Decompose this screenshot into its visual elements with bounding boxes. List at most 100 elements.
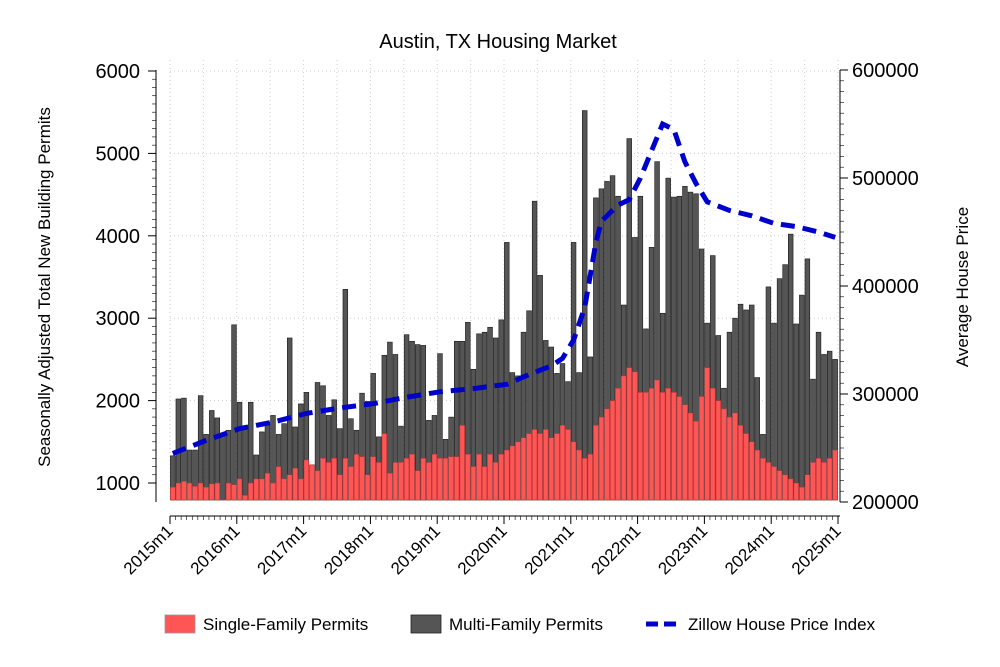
x-tick-label: 2021m1: [521, 521, 578, 578]
legend-label-single: Single-Family Permits: [203, 615, 368, 634]
y-tick-label: 2000: [96, 391, 141, 413]
single-family-bar: [788, 478, 794, 501]
x-ticks: 2015m1 2016m1 2017m1 2018m1 2019m1 2020m1 2021…: [120, 516, 845, 578]
single-family-bar: [671, 392, 677, 501]
single-family-bar: [587, 453, 593, 501]
x-tick-label: 2020m1: [454, 521, 511, 578]
y-tick-label: 5000: [96, 143, 141, 165]
single-family-bar: [570, 441, 577, 501]
y-ticks: 1000 2000 3000 4000 5000 6000: [96, 61, 156, 495]
y-tick-label: 3000: [96, 308, 141, 330]
single-family-bars: [170, 367, 838, 501]
single-family-bar: [554, 433, 560, 501]
single-family-bar: [548, 437, 554, 501]
single-family-bar: [799, 486, 805, 501]
single-family-bar: [682, 404, 688, 501]
multi-family-bar: [804, 258, 811, 501]
x-tick-label: 2017m1: [254, 521, 311, 578]
single-family-bar: [376, 462, 382, 501]
single-family-bar: [615, 387, 621, 501]
y-tick-label: 4000: [96, 226, 141, 248]
single-family-bar: [737, 425, 744, 501]
single-family-bar: [732, 412, 738, 501]
single-family-bar: [665, 387, 671, 501]
multi-family-bar: [242, 428, 248, 501]
single-family-bar: [743, 433, 749, 501]
single-family-bar: [442, 458, 449, 501]
legend: Single-Family Permits Multi-Family Permi…: [164, 614, 876, 634]
single-family-bar: [609, 400, 616, 501]
single-family-bar: [270, 482, 276, 501]
single-family-bar: [754, 449, 760, 501]
single-family-bar: [481, 466, 488, 501]
single-family-bar: [253, 478, 259, 501]
single-family-bar: [643, 392, 649, 501]
single-family-bar: [565, 429, 571, 501]
multi-family-bar: [799, 294, 805, 501]
multi-family-bar: [231, 324, 237, 501]
single-family-bar: [515, 441, 521, 501]
single-family-bar: [582, 458, 588, 501]
y-axis-label: Seasonally Adjusted Total New Building P…: [35, 107, 54, 467]
single-family-bar: [387, 472, 393, 501]
single-family-bar: [771, 466, 777, 501]
single-family-bar: [309, 464, 315, 501]
chart-title: Austin, TX Housing Market: [379, 31, 617, 53]
x-tick-label: 2022m1: [588, 521, 645, 578]
single-family-bar: [225, 482, 232, 501]
y2-tick-label: 300000: [852, 384, 919, 406]
single-family-bar: [454, 456, 460, 501]
single-family-bar: [326, 462, 332, 501]
single-family-bar: [431, 453, 438, 501]
y2-ticks: 200000 300000 400000 500000 600000: [840, 60, 919, 514]
single-family-bar: [710, 387, 716, 501]
single-family-bar: [704, 367, 710, 501]
single-family-bar: [248, 482, 254, 501]
single-family-bar: [821, 462, 827, 501]
single-family-bar: [632, 371, 638, 501]
single-family-bar: [687, 412, 694, 501]
single-family-bar: [832, 449, 838, 501]
single-family-bar: [760, 458, 766, 501]
single-family-bar: [209, 483, 215, 501]
y-tick-label: 1000: [96, 473, 141, 495]
y2-tick-label: 600000: [852, 60, 919, 82]
single-family-bar: [810, 462, 816, 501]
single-family-bar: [264, 472, 271, 501]
multi-family-bar: [220, 433, 226, 501]
single-family-bar: [353, 453, 360, 501]
single-family-bar: [259, 478, 265, 501]
multi-family-bar: [787, 233, 794, 501]
single-family-bar: [364, 474, 371, 501]
y2-axis-label: Average House Price: [953, 207, 972, 367]
single-family-bar: [342, 458, 348, 501]
single-family-bar: [275, 466, 282, 501]
x-tick-label: 2018m1: [320, 521, 377, 578]
multi-family-bar: [793, 323, 799, 501]
single-family-bar: [448, 456, 454, 501]
single-family-bar: [292, 467, 298, 501]
y2-tick-label: 500000: [852, 168, 919, 190]
single-family-bar: [509, 445, 515, 501]
single-family-bar: [493, 462, 499, 501]
single-family-bar: [654, 379, 660, 501]
y2-tick-label: 400000: [852, 276, 919, 298]
single-family-bar: [721, 408, 727, 501]
single-family-bar: [331, 458, 337, 501]
single-family-bar: [793, 482, 799, 501]
single-family-bar: [698, 396, 705, 501]
single-family-bar: [621, 375, 627, 501]
single-family-bar: [426, 462, 432, 501]
single-family-bar: [676, 396, 682, 501]
single-family-bar: [420, 458, 426, 501]
single-family-bar: [531, 429, 538, 501]
single-family-bar: [192, 486, 198, 501]
y-tick-label: 6000: [96, 61, 141, 83]
single-family-bar: [487, 453, 493, 501]
y2-tick-label: 200000: [852, 492, 919, 514]
single-family-bar: [314, 470, 321, 501]
single-family-bar: [537, 433, 543, 501]
single-family-bar: [220, 499, 226, 501]
single-family-bar: [782, 474, 788, 501]
